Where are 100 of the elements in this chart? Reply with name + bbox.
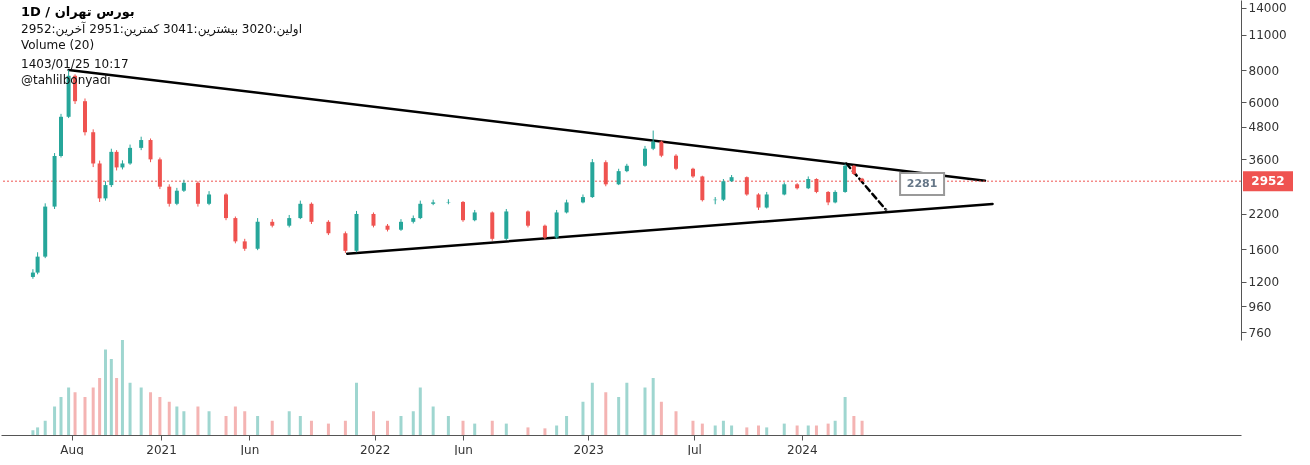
bar <box>643 387 647 435</box>
bar <box>224 416 228 435</box>
candlestick <box>461 200 466 223</box>
bar <box>691 420 695 435</box>
bar <box>36 427 40 435</box>
y-tick-label: 1200 <box>1248 275 1280 290</box>
y-tick-label: 1600 <box>1248 242 1280 257</box>
bar <box>814 425 818 435</box>
bar <box>745 427 749 435</box>
bar <box>843 397 847 435</box>
candlestick <box>651 130 656 151</box>
bar <box>53 406 57 435</box>
bar <box>651 378 655 435</box>
bar <box>555 425 559 435</box>
candlestick <box>233 216 238 244</box>
bar <box>418 387 422 435</box>
candlestick <box>30 268 35 280</box>
candlestick <box>224 192 229 221</box>
bar <box>167 401 171 435</box>
candlestick <box>298 200 303 220</box>
bar <box>270 420 274 435</box>
x-tick-label: 2023 <box>573 442 604 457</box>
bar <box>590 382 594 435</box>
bar <box>833 420 837 435</box>
ref-line-label: 2952 <box>1251 174 1285 189</box>
bar <box>31 430 35 435</box>
bar <box>700 423 704 435</box>
bar <box>659 401 663 435</box>
bar <box>730 425 734 435</box>
candlestick <box>148 137 153 163</box>
x-tick-label: 2024 <box>787 442 818 457</box>
bar <box>565 416 569 435</box>
candlestick <box>343 230 348 254</box>
candlestick <box>103 180 108 202</box>
candlestick <box>167 183 172 208</box>
bar <box>604 392 608 435</box>
bar <box>526 427 530 435</box>
bar <box>73 392 77 435</box>
annotation: 1403/01/25 10:17 <box>21 57 129 71</box>
bar <box>721 420 725 435</box>
x-tick-label: 2021 <box>146 442 177 457</box>
annotation: 2281 <box>906 176 938 190</box>
bar <box>128 382 132 435</box>
bar <box>386 420 390 435</box>
x-tick-label: Jun <box>239 442 260 457</box>
y-tick-label: 11000 <box>1248 28 1287 43</box>
bar <box>243 411 247 435</box>
bar <box>461 420 465 435</box>
y-tick-label: 3600 <box>1248 152 1280 167</box>
bar <box>91 387 95 435</box>
chart-title: 1D / بورس تهران <box>21 4 135 19</box>
bar <box>309 420 313 435</box>
bar <box>782 423 786 435</box>
bar <box>287 411 291 435</box>
bar <box>120 340 124 435</box>
bar <box>860 420 864 435</box>
bar <box>59 397 63 435</box>
candlestick <box>721 178 726 202</box>
bar <box>182 411 186 435</box>
y-tick-label: 2200 <box>1248 207 1280 222</box>
annotation: Volume (20) <box>21 38 95 52</box>
bar <box>473 423 477 435</box>
bar <box>175 406 179 435</box>
bar <box>109 359 113 435</box>
bar <box>343 420 347 435</box>
y-tick-label: 14000 <box>1248 1 1287 16</box>
y-tick-label: 760 <box>1248 325 1272 340</box>
bar <box>115 378 119 435</box>
bar <box>149 392 153 435</box>
y-tick-label: 4800 <box>1248 120 1280 135</box>
bar <box>196 406 200 435</box>
candlestick <box>128 144 133 166</box>
bar <box>490 420 494 435</box>
bar <box>399 416 403 435</box>
bar <box>233 406 237 435</box>
bar <box>103 349 107 435</box>
bar <box>207 411 211 435</box>
bar <box>411 411 415 435</box>
bar <box>713 425 717 435</box>
bar <box>139 387 143 435</box>
bar <box>355 382 359 435</box>
y-tick-label: 8000 <box>1248 63 1280 78</box>
annotation: اولین:3020 بیشترین:3041 کمترین:2951 آخرین:2952 <box>21 21 302 37</box>
bar <box>826 423 830 435</box>
bar <box>543 428 547 435</box>
bar <box>298 416 302 435</box>
bar <box>326 423 330 435</box>
bar <box>256 416 260 435</box>
x-tick-label: 2022 <box>359 442 391 457</box>
bar <box>581 401 585 435</box>
y-tick-label: 960 <box>1248 299 1272 314</box>
bar <box>757 425 761 435</box>
bar <box>852 416 856 435</box>
bar <box>83 397 87 435</box>
bar <box>795 425 799 435</box>
bar <box>446 416 450 435</box>
x-tick-label: Jun <box>453 442 473 457</box>
bar <box>98 378 102 435</box>
bar <box>504 423 508 435</box>
bar <box>765 427 769 435</box>
